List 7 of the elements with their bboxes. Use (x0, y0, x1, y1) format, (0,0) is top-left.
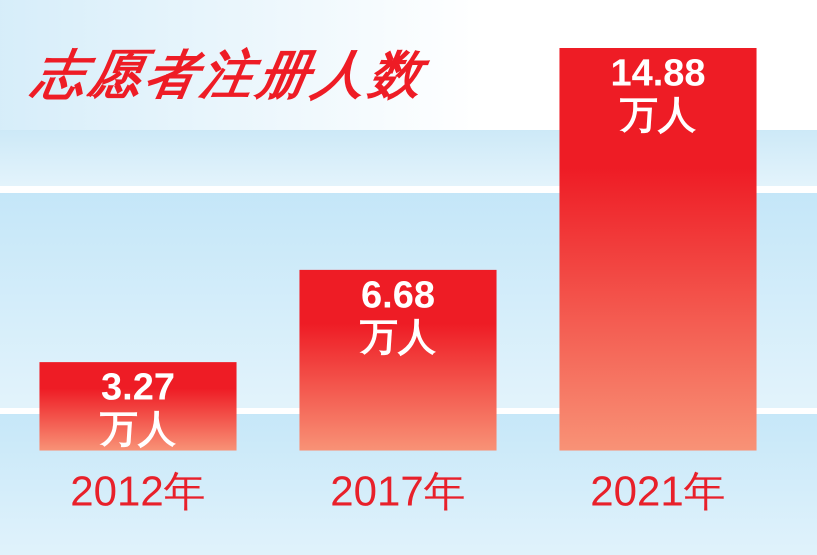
x-tick-label: 2017年 (330, 467, 466, 514)
data-label: 14.88 万人 (610, 52, 706, 136)
data-label: 6.68 万人 (359, 274, 436, 358)
data-label: 3.27 万人 (99, 366, 176, 451)
x-tick-label: 2021年 (590, 467, 726, 514)
x-tick-label: 2012年 (70, 467, 206, 514)
chart-title: 志愿者注册人数 (28, 44, 432, 106)
